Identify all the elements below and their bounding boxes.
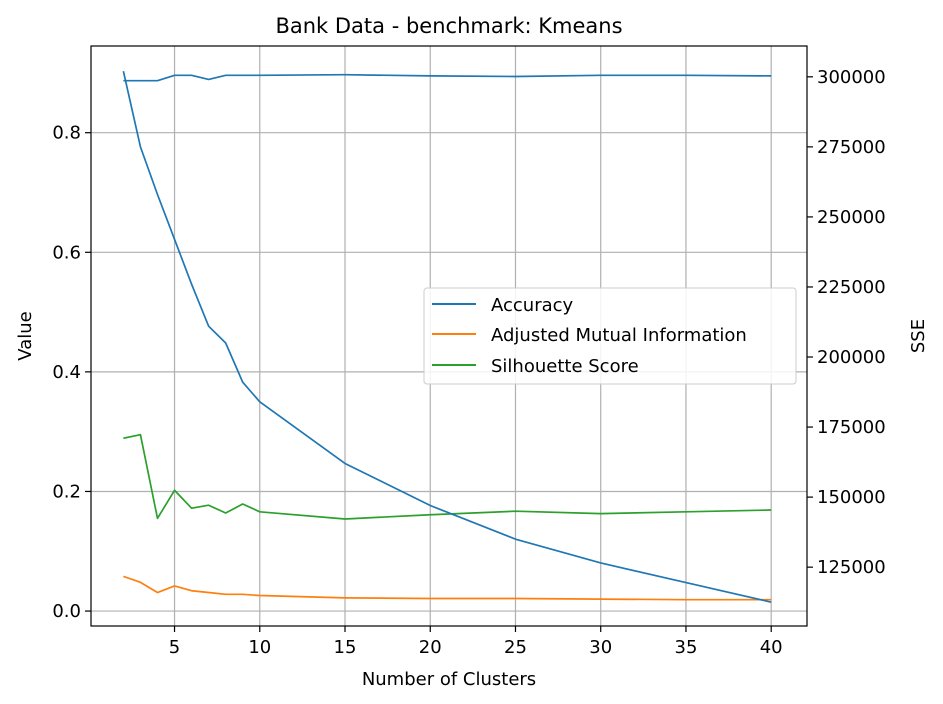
x-tick-label: 40 <box>760 637 783 658</box>
y2-tick-label: 300000 <box>817 67 886 88</box>
y2-tick-label: 150000 <box>817 487 886 508</box>
x-tick-label: 30 <box>589 637 612 658</box>
y-tick-label: 0.6 <box>52 242 81 263</box>
y2-axis-label: SSE <box>908 319 929 353</box>
series-line-adjusted-mutual-information <box>123 575 772 601</box>
series-line-accuracy <box>123 73 772 82</box>
x-tick-label: 20 <box>419 637 442 658</box>
x-axis-ticks: 5 10 15 20 25 30 35 40 <box>169 626 783 658</box>
chart-title: Bank Data - benchmark: Kmeans <box>275 14 622 38</box>
x-tick-label: 35 <box>675 637 698 658</box>
y-axis-label: Value <box>15 311 36 360</box>
y2-tick-label: 125000 <box>817 557 886 578</box>
series-line-silhouette-score <box>123 433 772 520</box>
y-tick-label: 0.2 <box>52 481 81 502</box>
legend-label-accuracy: Accuracy <box>491 295 574 316</box>
y-tick-label: 0.4 <box>52 362 81 383</box>
x-tick-label: 10 <box>248 637 271 658</box>
legend-box <box>423 287 797 385</box>
y-tick-label: 0.8 <box>52 123 81 144</box>
legend-label-ami: Adjusted Mutual Information <box>491 325 747 346</box>
y2-axis-ticks: 125000 150000 175000 200000 225000 250000 2750… <box>807 67 886 578</box>
x-tick-label: 5 <box>169 637 180 658</box>
x-tick-label: 25 <box>504 637 527 658</box>
series-line-sse <box>122 71 772 604</box>
legend-label-silhouette: Silhouette Score <box>491 356 639 377</box>
y2-tick-label: 200000 <box>817 347 886 368</box>
y2-tick-label: 175000 <box>817 417 886 438</box>
y2-tick-label: 225000 <box>817 277 886 298</box>
y-axis-ticks: 0.0 0.2 0.4 0.6 0.8 <box>52 123 91 622</box>
plot-frame <box>90 45 808 627</box>
y2-tick-label: 275000 <box>817 137 886 158</box>
legend: Accuracy Adjusted Mutual Information Sil… <box>423 287 797 385</box>
x-tick-label: 15 <box>334 637 357 658</box>
y2-tick-label: 250000 <box>817 207 886 228</box>
y-tick-label: 0.0 <box>52 601 81 622</box>
series-layer <box>122 71 772 604</box>
x-axis-label: Number of Clusters <box>362 669 536 690</box>
